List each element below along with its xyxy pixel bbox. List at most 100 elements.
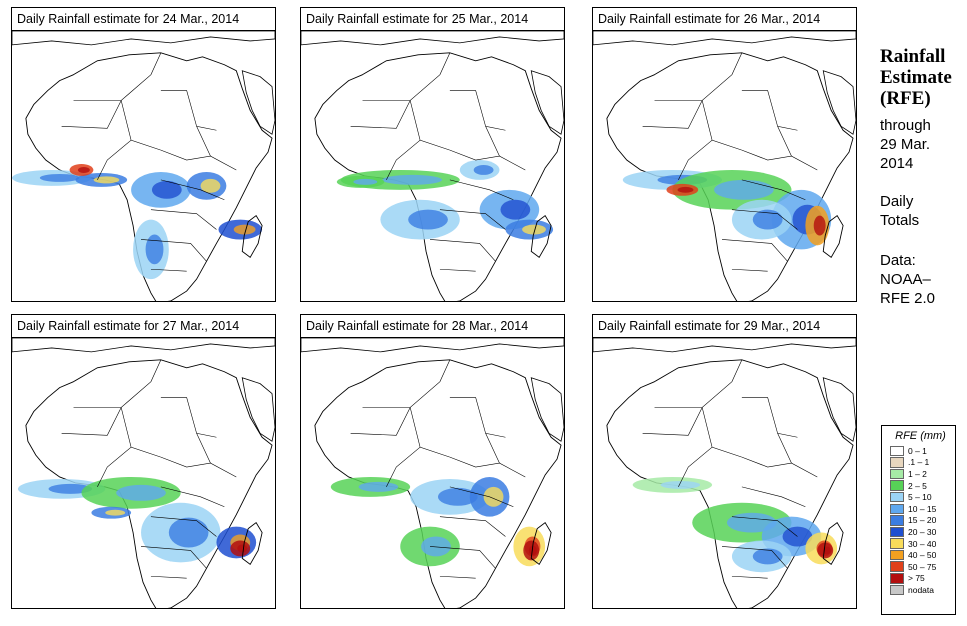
rainfall-core xyxy=(168,517,209,548)
rainfall-map xyxy=(301,338,564,608)
rainfall-map xyxy=(12,31,275,301)
country-border xyxy=(485,126,500,157)
rainfall-core xyxy=(39,173,80,182)
rainfall-core xyxy=(77,166,90,173)
title-line: Rainfall xyxy=(880,46,946,67)
through-date: through 29 Mar. 2014 xyxy=(880,116,965,173)
legend-swatch xyxy=(890,538,904,549)
legend-label: nodata xyxy=(908,584,934,595)
country-border xyxy=(741,90,798,131)
legend-swatch xyxy=(890,515,904,526)
rainfall-core xyxy=(500,199,531,220)
legend-label: 10 – 15 xyxy=(908,503,937,514)
country-border xyxy=(160,179,225,201)
rainfall-core xyxy=(752,548,783,565)
country-border xyxy=(120,100,161,151)
rainfall-core xyxy=(93,176,120,184)
rainfall-core xyxy=(522,224,546,235)
madagascar-coastline xyxy=(530,521,552,565)
country-border xyxy=(160,149,237,171)
country-border xyxy=(654,359,743,408)
country-border xyxy=(741,486,806,508)
data-source-line: Data: xyxy=(880,252,916,269)
panel-title-text: Daily Rainfall estimate for xyxy=(17,12,159,26)
country-border xyxy=(449,179,514,201)
country-border xyxy=(196,433,211,464)
rainfall-field xyxy=(12,164,263,280)
data-source-line: NOAA– xyxy=(880,271,931,288)
africa-map-svg xyxy=(593,31,856,301)
madagascar-coastline xyxy=(530,214,552,258)
country-border xyxy=(731,268,768,272)
panel-title: Daily Rainfall estimate for 29 Mar., 2014 xyxy=(593,315,856,338)
country-border xyxy=(140,546,207,569)
arabia-coastline xyxy=(822,70,856,135)
country-border xyxy=(150,575,187,579)
country-border xyxy=(485,433,500,464)
rainfall-field xyxy=(632,476,838,573)
rainfall-core xyxy=(200,178,221,193)
africa-map-svg xyxy=(301,31,564,301)
country-border xyxy=(140,239,207,262)
africa-map-svg xyxy=(12,31,275,301)
legend-item: 15 – 20 xyxy=(890,515,951,527)
panel-title-text: Daily Rainfall estimate for xyxy=(17,319,159,333)
panel-title: Daily Rainfall estimate for 28 Mar., 2014 xyxy=(301,315,564,338)
country-border xyxy=(721,239,788,262)
panel-date: 26 Mar., 2014 xyxy=(743,12,821,26)
africa-map-svg xyxy=(301,338,564,608)
legend-label: 20 – 30 xyxy=(908,526,937,537)
country-border xyxy=(642,407,703,436)
rainfall-core xyxy=(437,487,478,506)
country-border xyxy=(97,446,132,488)
country-border xyxy=(160,486,225,508)
panel-title: Daily Rainfall estimate for 27 Mar., 2014 xyxy=(12,315,275,338)
arabia-coastline xyxy=(530,377,564,442)
panel-date: 25 Mar., 2014 xyxy=(451,12,529,26)
legend-swatch xyxy=(890,480,904,491)
arabia-coastline xyxy=(241,377,275,442)
panel-title-text: Daily Rainfall estimate for xyxy=(598,12,740,26)
rainfall-core xyxy=(408,209,448,230)
country-border xyxy=(777,433,792,464)
rainfall-core xyxy=(782,526,813,547)
map-panel-3: Daily Rainfall estimate for 26 Mar., 2014 xyxy=(592,7,857,302)
rainfall-core xyxy=(473,165,494,175)
country-border xyxy=(439,516,506,537)
rainfall-map xyxy=(12,338,275,608)
panel-title: Daily Rainfall estimate for 25 Mar., 2014 xyxy=(301,8,564,31)
country-border xyxy=(654,52,743,101)
legend-item: 40 – 50 xyxy=(890,549,951,561)
panel-date: 27 Mar., 2014 xyxy=(162,319,240,333)
country-border xyxy=(73,359,162,408)
totals-line: Daily xyxy=(880,193,914,210)
country-border xyxy=(61,407,122,436)
rainfall-core xyxy=(358,481,399,492)
legend-item: 10 – 15 xyxy=(890,503,951,515)
country-border xyxy=(449,397,506,438)
europe-coastline xyxy=(12,338,275,353)
country-border xyxy=(777,126,792,157)
country-border xyxy=(449,90,506,131)
country-border xyxy=(386,139,421,181)
legend-item: 1 – 2 xyxy=(890,468,951,480)
legend-label: 0 – 1 xyxy=(908,445,927,456)
through-date-line: 29 Mar. xyxy=(880,136,931,153)
legend-label: 2 – 5 xyxy=(908,480,927,491)
map-panel-5: Daily Rainfall estimate for 28 Mar., 2014 xyxy=(300,314,565,609)
legend-swatch xyxy=(890,526,904,538)
map-panel-1: Daily Rainfall estimate for 24 Mar., 2014 xyxy=(11,7,276,302)
legend-swatch xyxy=(890,457,904,468)
through-year: 2014 xyxy=(880,155,914,172)
madagascar-coastline xyxy=(241,521,263,565)
rainfall-core xyxy=(237,544,248,553)
country-border xyxy=(120,407,161,458)
legend-item: 5 – 10 xyxy=(890,491,951,503)
rainfall-core xyxy=(421,536,451,557)
rainfall-core xyxy=(151,180,182,199)
country-border xyxy=(439,209,506,230)
country-border xyxy=(350,407,411,436)
legend-label: > 75 xyxy=(908,573,925,584)
country-border xyxy=(160,456,237,478)
legend-label: .1 – 1 xyxy=(908,457,930,468)
